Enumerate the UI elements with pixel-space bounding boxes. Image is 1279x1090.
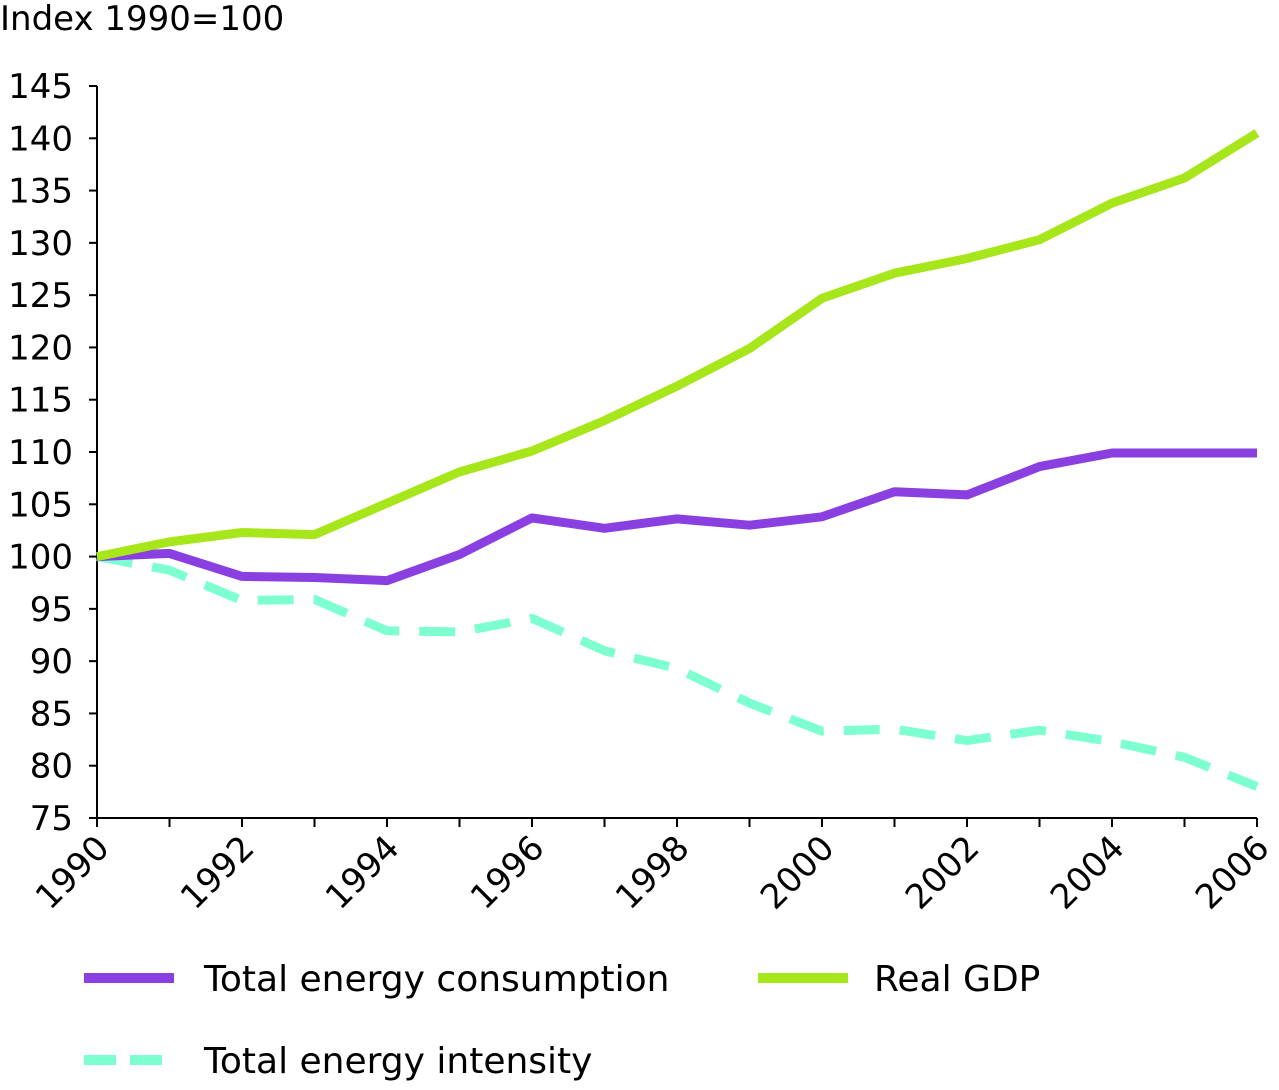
y-tick-label: 110 [8, 433, 73, 473]
y-tick-label: 80 [30, 747, 73, 787]
x-tick-label: 2002 [898, 828, 987, 917]
y-tick-label: 120 [8, 328, 73, 368]
x-tick-label: 2004 [1043, 828, 1132, 917]
x-tick-label: 1990 [28, 828, 117, 917]
x-tick-label: 2000 [753, 828, 842, 917]
series-layer [96, 129, 1260, 791]
y-tick-label: 140 [8, 119, 73, 159]
x-tick-label: 1992 [173, 828, 262, 917]
y-axis-title: Index 1990=100 [0, 0, 284, 39]
series-line-total-energy-intensity [96, 552, 1259, 791]
series-line-real-gdp [96, 129, 1260, 562]
x-tick-label: 1998 [608, 828, 697, 917]
y-tick-label: 90 [30, 642, 73, 682]
y-tick-label: 85 [30, 694, 73, 734]
legend-label: Real GDP [874, 959, 1040, 1000]
x-tick-label: 1994 [318, 828, 407, 917]
y-tick-label: 100 [8, 538, 73, 578]
y-tick-label: 95 [30, 590, 73, 630]
axes: 75 80 85 90 95 100 105 110 115 120 125 130 135 140 145… [8, 67, 1277, 918]
x-tick-label: 2006 [1188, 828, 1277, 917]
y-tick-label: 105 [8, 485, 73, 525]
legend: Total energy consumption Real GDP Total en… [84, 959, 1040, 1082]
series-line-total-energy-consumption [96, 448, 1257, 586]
legend-label: Total energy consumption [203, 959, 670, 1000]
y-tick-label: 135 [8, 172, 73, 212]
legend-item: Total energy intensity [84, 1041, 592, 1082]
legend-item: Real GDP [758, 959, 1040, 1000]
y-tick-label: 145 [8, 67, 73, 107]
legend-item: Total energy consumption [84, 959, 670, 1000]
legend-label: Total energy intensity [203, 1041, 592, 1082]
x-tick-label: 1996 [463, 828, 552, 917]
y-tick-label: 125 [8, 276, 73, 316]
y-tick-label: 115 [8, 381, 73, 421]
y-tick-label: 130 [8, 224, 73, 264]
y-tick-label: 75 [30, 799, 73, 839]
